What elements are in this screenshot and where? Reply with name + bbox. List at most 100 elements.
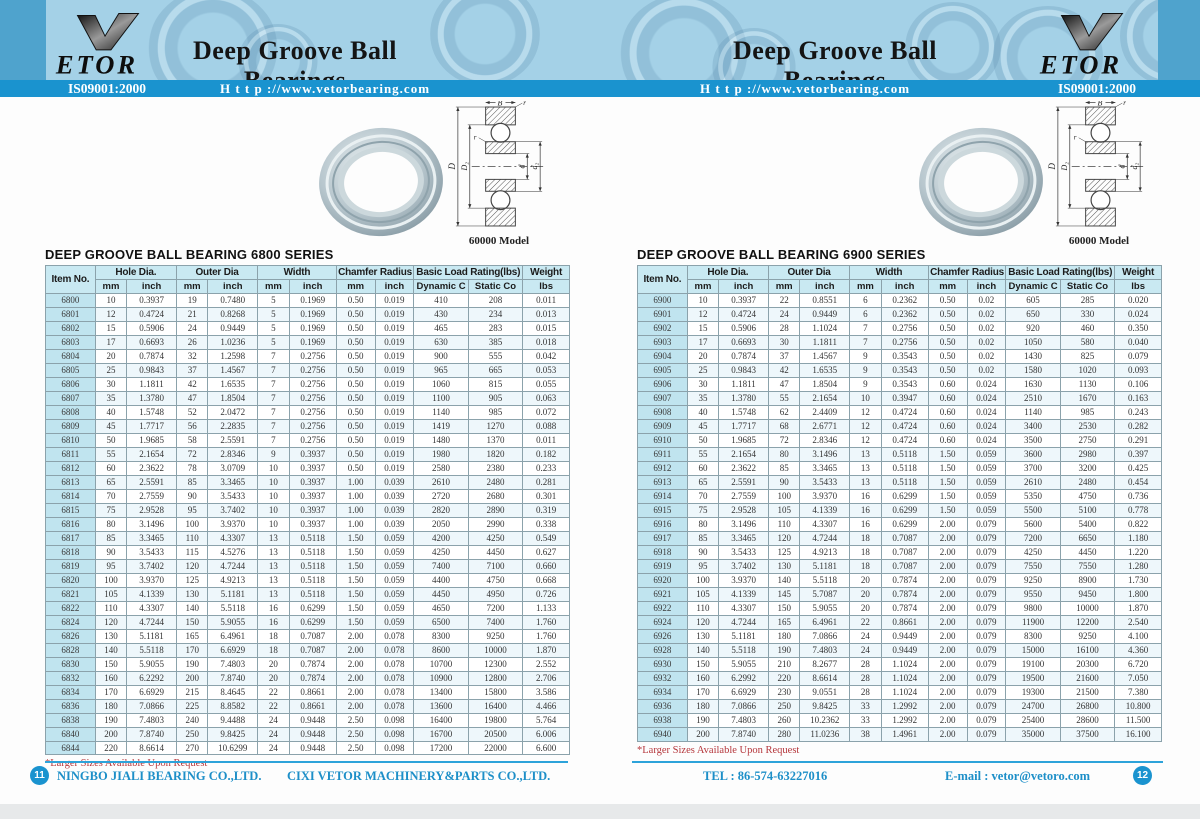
table-row: 6811 55 2.1654 72 2.8346 9 0.3937 0.50 0.019 1980… [45, 446, 570, 462]
value-cell: 1.8504 [799, 376, 851, 392]
value-cell: 0.5118 [288, 558, 337, 574]
value-cell: 33 [849, 698, 882, 714]
value-cell: 3.7402 [126, 558, 177, 574]
value-cell: 3.9370 [799, 488, 851, 504]
value-cell: 11.500 [1114, 712, 1162, 728]
value-cell: 225 [175, 698, 209, 714]
value-cell: 13 [849, 460, 882, 476]
value-cell: 22 [257, 698, 290, 714]
item-no-cell: 6903 [637, 334, 688, 350]
value-cell: 30 [686, 376, 720, 392]
value-cell: 260 [767, 712, 801, 728]
value-cell: 3.5433 [126, 544, 177, 560]
table-row: 6832 160 6.2292 200 7.8740 20 0.7874 2.00 0.078 1… [45, 670, 570, 686]
value-cell: 25 [686, 362, 720, 378]
value-cell: 25400 [1005, 712, 1061, 728]
value-cell: 2.00 [927, 656, 968, 672]
website-url: H t t p ://www.vetorbearing.com [699, 81, 911, 96]
value-cell: 0.736 [1114, 488, 1162, 504]
value-cell: 1.870 [522, 642, 570, 658]
value-cell: 2.00 [927, 642, 968, 658]
value-cell: 0.019 [374, 432, 415, 448]
value-cell: 0.338 [522, 516, 570, 532]
value-cell: 8.8582 [207, 698, 259, 714]
value-cell: 6500 [413, 614, 469, 630]
table-row: 6809 45 1.7717 56 2.2835 7 0.2756 0.50 0.019 1419… [45, 418, 570, 434]
value-cell: 72 [767, 432, 801, 448]
value-cell: 1.280 [1114, 558, 1162, 574]
value-cell: 55 [94, 446, 128, 462]
value-cell: 9550 [1005, 586, 1061, 602]
value-cell: 130 [686, 628, 720, 644]
value-cell: 3.5433 [718, 544, 769, 560]
value-cell: 68 [767, 418, 801, 434]
value-cell: 170 [686, 684, 720, 700]
sub-header-mm: mm [175, 279, 209, 294]
value-cell: 28 [849, 656, 882, 672]
value-cell: 0.5118 [880, 460, 929, 476]
value-cell: 145 [767, 586, 801, 602]
sub-header-lbs: lbs [1114, 279, 1162, 294]
value-cell: 4.1339 [799, 502, 851, 518]
value-cell: 0.7874 [288, 656, 337, 672]
value-cell: 0.50 [927, 348, 968, 364]
item-no-cell: 6940 [637, 726, 688, 742]
value-cell: 4.9213 [207, 572, 259, 588]
value-cell: 0.079 [966, 656, 1007, 672]
value-cell: 120 [686, 614, 720, 630]
item-no-cell: 6912 [637, 460, 688, 476]
value-cell: 1630 [1005, 376, 1061, 392]
value-cell: 150 [686, 656, 720, 672]
value-cell: 80 [94, 516, 128, 532]
value-cell: 630 [413, 334, 469, 350]
value-cell: 2.00 [927, 614, 968, 630]
value-cell: 0.6299 [288, 614, 337, 630]
sub-header-mm: mm [335, 279, 376, 294]
item-no-cell: 6821 [45, 586, 96, 602]
value-cell: 18 [849, 530, 882, 546]
value-cell: 0.2756 [288, 418, 337, 434]
value-cell: 13600 [413, 698, 469, 714]
value-cell: 21500 [1059, 684, 1116, 700]
value-cell: 1580 [1005, 362, 1061, 378]
value-cell: 0.059 [966, 460, 1007, 476]
value-cell: 7 [849, 334, 882, 350]
value-cell: 0.059 [966, 502, 1007, 518]
value-cell: 0.1969 [288, 293, 337, 308]
value-cell: 1.00 [335, 502, 376, 518]
value-cell: 0.5906 [718, 320, 769, 336]
value-cell: 12 [849, 404, 882, 420]
value-cell: 0.015 [522, 320, 570, 336]
value-cell: 7.4803 [207, 656, 259, 672]
value-cell: 0.039 [374, 502, 415, 518]
value-cell: 70 [94, 488, 128, 504]
item-no-cell: 6844 [45, 740, 96, 756]
value-cell: 7 [257, 432, 290, 448]
value-cell: 0.60 [927, 418, 968, 434]
value-cell: 0.7874 [880, 586, 929, 602]
value-cell: 80 [767, 446, 801, 462]
value-cell: 2.1654 [126, 446, 177, 462]
value-cell: 10 [257, 516, 290, 532]
value-cell: 0.9448 [288, 740, 337, 756]
bearing-decoration-icon [148, 0, 278, 80]
value-cell: 1.4567 [799, 348, 851, 364]
value-cell: 5.1181 [207, 586, 259, 602]
item-no-cell: 6926 [637, 628, 688, 644]
value-cell: 0.4724 [880, 432, 929, 448]
value-cell: 0.6299 [880, 516, 929, 532]
value-cell: 580 [1059, 334, 1116, 350]
value-cell: 1430 [1005, 348, 1061, 364]
value-cell: 0.50 [335, 306, 376, 322]
value-cell: 24 [257, 726, 290, 742]
value-cell: 1.1811 [799, 334, 851, 350]
value-cell: 0.454 [1114, 474, 1162, 490]
value-cell: 0.8661 [288, 684, 337, 700]
value-cell: 3.9370 [207, 516, 259, 532]
value-cell: 1.133 [522, 600, 570, 616]
value-cell: 0.2756 [288, 432, 337, 448]
value-cell: 0.7874 [126, 348, 177, 364]
value-cell: 13 [257, 572, 290, 588]
value-cell: 0.7874 [718, 348, 769, 364]
value-cell: 2.0472 [207, 404, 259, 420]
